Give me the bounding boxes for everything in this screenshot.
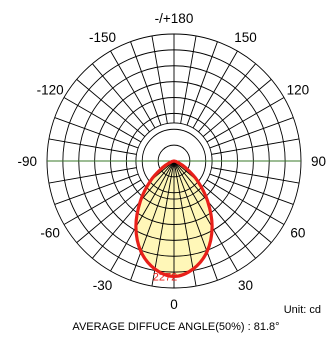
- angle-label: -30: [93, 278, 113, 293]
- grid-spoke: [130, 41, 162, 126]
- grid-spoke: [151, 35, 168, 124]
- grid-spoke-inside: [173, 160, 213, 243]
- grid-spoke: [202, 185, 272, 243]
- angle-label: -90: [17, 154, 37, 169]
- grid-spoke: [54, 173, 139, 205]
- angle-label: 60: [290, 226, 305, 241]
- grid-spoke-inside: [151, 160, 175, 277]
- grid-spoke: [92, 63, 150, 133]
- intensity-curve: [134, 159, 214, 279]
- angle-label: 0: [170, 297, 178, 312]
- grid-spoke-inside: [173, 160, 213, 259]
- grid-spoke-inside: [173, 160, 197, 277]
- grid-spoke-inside: [135, 160, 175, 243]
- grid-spoke: [76, 185, 146, 243]
- grid-spoke: [202, 79, 272, 137]
- unit-label: Unit: cd: [284, 304, 321, 316]
- angle-label: -/+180: [155, 11, 194, 26]
- grid-spoke: [206, 97, 285, 143]
- grid-spoke: [54, 117, 139, 149]
- angle-label: -60: [40, 226, 60, 241]
- grid-spoke: [63, 179, 142, 225]
- grid-spoke-inside: [135, 160, 175, 259]
- grid-spoke: [110, 50, 156, 129]
- grid-spoke: [209, 173, 294, 205]
- peak-intensity-label: 2272: [153, 271, 177, 283]
- angle-label: 120: [287, 83, 310, 98]
- grid-spoke: [63, 97, 142, 143]
- grid-spoke: [48, 167, 137, 184]
- angle-label: -150: [89, 30, 116, 45]
- grid-spoke: [209, 117, 294, 149]
- grid-spoke: [211, 138, 300, 155]
- grid-spoke-inside: [135, 160, 175, 272]
- angle-labels: 0 30 60 90 120 150 -/+180 -150 -120 -90 -60 -30: [17, 11, 326, 312]
- grid-spoke: [198, 63, 256, 133]
- grid-spoke-inside: [173, 160, 213, 272]
- grid-spoke: [192, 50, 238, 129]
- grid-spoke: [180, 35, 197, 124]
- angle-label: -120: [37, 83, 64, 98]
- angle-label: 30: [238, 278, 253, 293]
- diffuse-angle-footer: AVERAGE DIFFUCE ANGLE(50%) : 81.8°: [72, 321, 279, 333]
- angle-label: 90: [311, 154, 326, 169]
- grid-spoke: [76, 79, 146, 137]
- grid-spoke: [186, 41, 218, 126]
- angle-label: 150: [234, 30, 257, 45]
- grid-spoke: [206, 179, 285, 225]
- grid-spoke: [211, 167, 300, 184]
- grid-spoke: [48, 138, 137, 155]
